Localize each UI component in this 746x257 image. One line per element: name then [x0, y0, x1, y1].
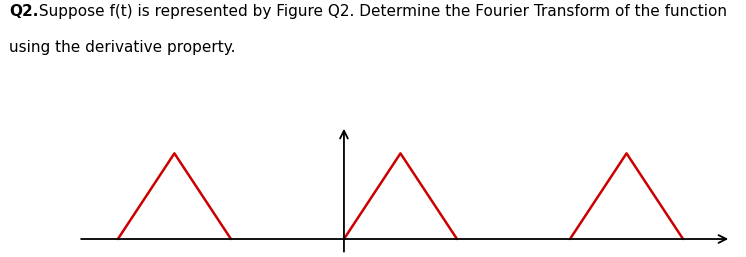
Text: Suppose f(t) is represented by Figure Q2. Determine the Fourier Transform of the: Suppose f(t) is represented by Figure Q2…	[34, 4, 727, 19]
Text: using the derivative property.: using the derivative property.	[9, 40, 236, 55]
Text: Q2.: Q2.	[9, 4, 38, 19]
